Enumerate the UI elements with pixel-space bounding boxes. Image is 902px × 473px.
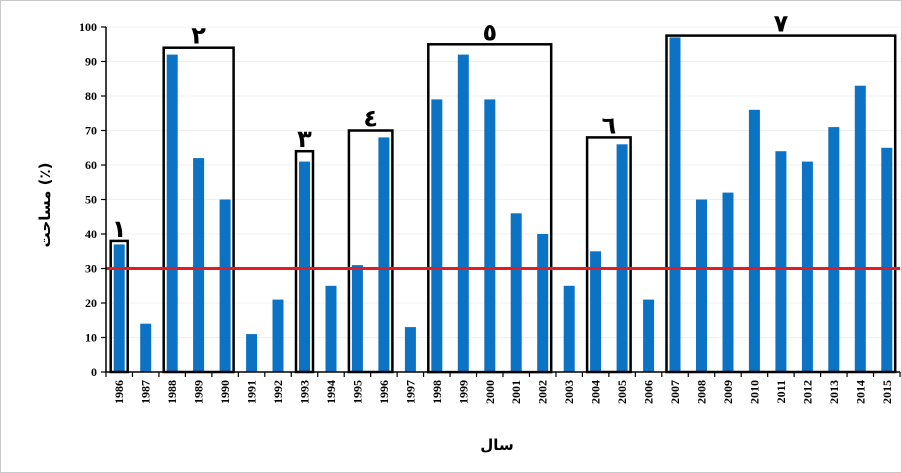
bar-2011 (775, 151, 787, 372)
y-tick-label: 10 (85, 331, 97, 345)
bar-1988 (166, 54, 178, 372)
y-tick-label: 100 (79, 20, 97, 34)
y-tick-label: 0 (91, 365, 97, 379)
group-label-7: ٧ (774, 10, 789, 38)
bar-1989 (193, 158, 205, 372)
x-tick-label: 2002 (536, 380, 550, 404)
x-tick-label: 1990 (218, 380, 232, 404)
x-tick-label: 1993 (298, 380, 312, 404)
x-tick-label: 2001 (509, 380, 523, 404)
x-tick-label: 2005 (615, 380, 629, 404)
x-tick-label: 2006 (642, 380, 656, 404)
group-label-3: ٣ (297, 125, 312, 153)
x-tick-label: 2012 (800, 380, 814, 404)
group-label-6: ٦ (602, 111, 617, 139)
x-tick-label: 2003 (562, 380, 576, 404)
bar-1986 (113, 244, 125, 372)
bar-1991 (246, 334, 258, 372)
y-tick-label: 80 (85, 89, 97, 103)
y-tick-label: 60 (85, 158, 97, 172)
y-tick-label: 20 (85, 296, 97, 310)
bar-1997 (404, 327, 416, 372)
x-tick-label: 1994 (324, 380, 338, 404)
group-label-4: ٤ (363, 105, 378, 133)
bar-1993 (299, 161, 310, 372)
x-axis-title: سال (480, 436, 513, 454)
x-tick-label: 2007 (668, 380, 682, 404)
bar-1987 (140, 323, 152, 372)
bar-1998 (431, 99, 443, 373)
x-tick-label: 1998 (430, 380, 444, 404)
bar-1990 (219, 199, 231, 372)
x-tick-label: 2010 (747, 380, 761, 404)
bar-1996 (378, 137, 390, 372)
bar-2001 (510, 213, 522, 372)
bar-1999 (457, 54, 469, 372)
x-tick-label: 2011 (774, 380, 788, 403)
y-tick-label: 90 (85, 55, 97, 69)
bar-1995 (351, 265, 363, 372)
group-label-1: ١ (112, 215, 127, 243)
group-label-5: ٥ (482, 18, 497, 46)
y-tick-label: 70 (85, 124, 97, 138)
y-tick-label: 40 (85, 227, 97, 241)
y-tick-label: 30 (85, 262, 97, 276)
bar-2005 (616, 144, 628, 372)
x-tick-label: 1997 (403, 380, 417, 404)
bar-2003 (563, 285, 575, 373)
x-tick-label: 2013 (827, 380, 841, 404)
y-gridlines (106, 26, 900, 338)
group-label-2: ٢ (191, 22, 206, 50)
bar-2012 (801, 161, 813, 372)
x-tick-label: 2004 (589, 380, 603, 404)
x-tick-label: 1989 (192, 380, 206, 404)
x-tick-label: 1992 (271, 380, 285, 404)
bar-2013 (828, 127, 840, 372)
x-tick-label: 1991 (245, 380, 259, 404)
bar-2008 (696, 199, 707, 372)
bar-2007 (669, 37, 681, 373)
x-tick-label: 1987 (139, 380, 153, 404)
x-tick-label: 2008 (695, 380, 709, 404)
x-tick-label: 2014 (853, 380, 867, 404)
x-tick-label: 2015 (880, 380, 894, 404)
x-tick-label: 2009 (721, 380, 735, 404)
bar-2010 (748, 109, 760, 373)
x-tick-label: 2000 (483, 380, 497, 404)
bar-2002 (537, 234, 549, 372)
x-tick-labels: 1986 1987 1988 1989 1990 1991 1992 1993 1994 1995… (105, 372, 901, 404)
bar-2004 (590, 251, 602, 373)
x-tick-label: 1988 (165, 380, 179, 404)
bar-2000 (484, 99, 496, 373)
bar-1992 (272, 299, 284, 372)
y-tick-labels: 0 10 20 30 40 50 60 70 80 90 100 (79, 20, 106, 379)
x-tick-label: 1995 (350, 380, 364, 404)
bar-2014 (854, 85, 866, 372)
bar-1994 (325, 285, 337, 373)
bar-2006 (643, 299, 655, 372)
y-tick-label: 50 (85, 193, 97, 207)
x-tick-label: 1996 (377, 380, 391, 404)
bar-2015 (881, 147, 893, 373)
bar-2009 (722, 192, 734, 372)
x-tick-label: 1986 (112, 380, 126, 404)
bars (113, 37, 893, 373)
x-tick-label: 1999 (456, 380, 470, 404)
y-axis-title: مساحت (٪) (36, 163, 54, 248)
